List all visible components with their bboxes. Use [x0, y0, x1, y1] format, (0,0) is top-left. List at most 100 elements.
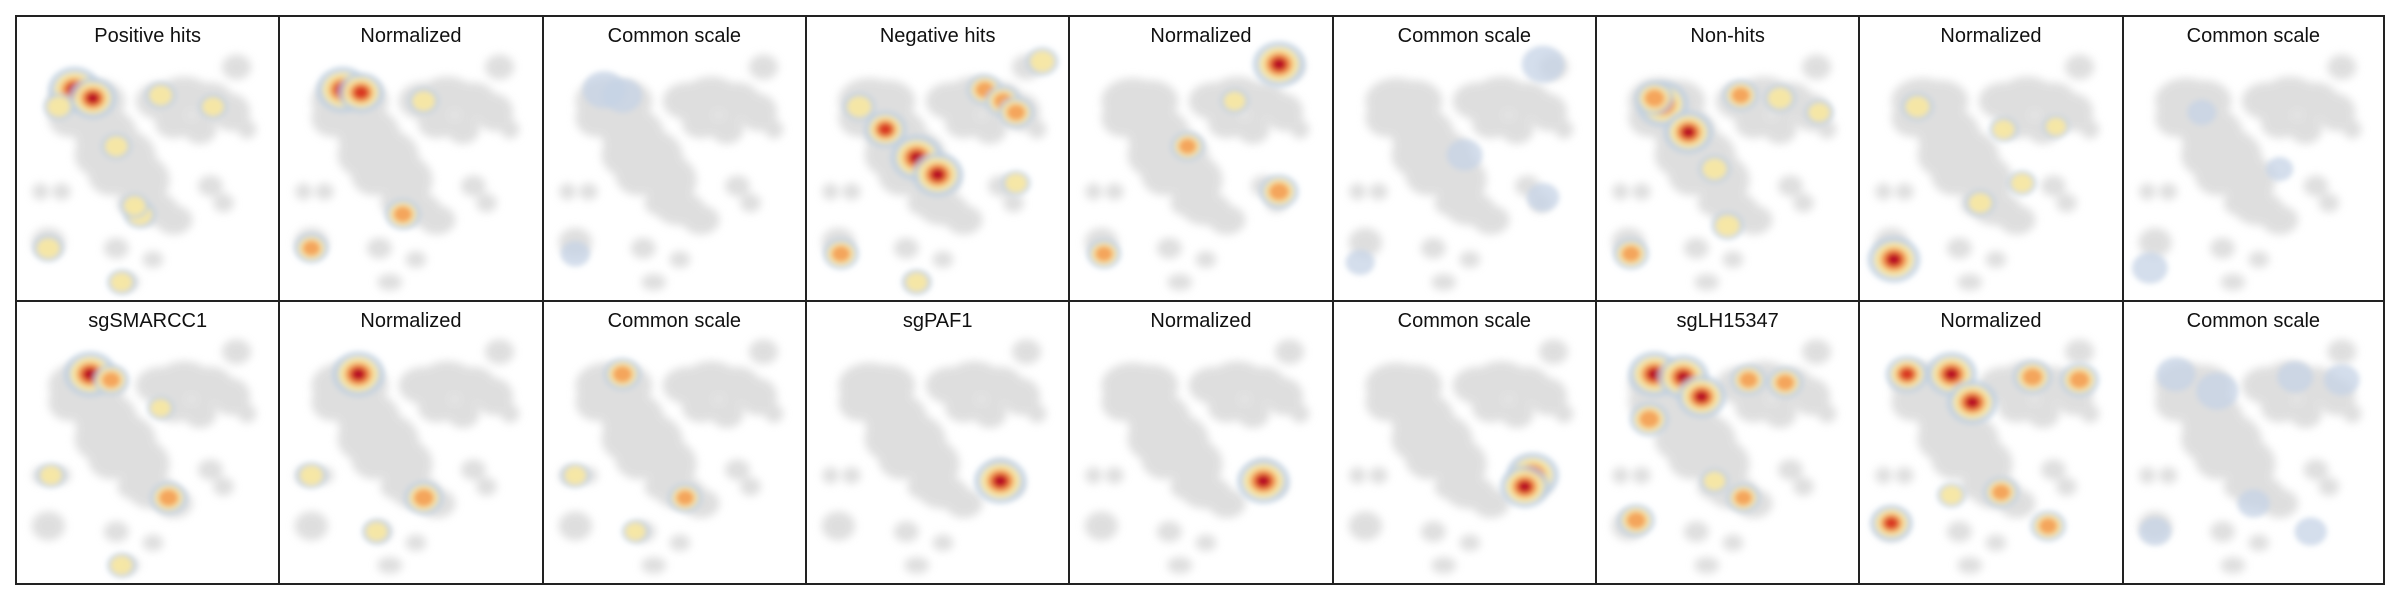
cell-cloud-blob	[183, 398, 217, 429]
cell-cloud-blob	[1734, 109, 1773, 139]
density-peak	[822, 238, 860, 270]
cell-cloud-blob	[337, 133, 380, 176]
panel-title: Common scale	[1397, 25, 1532, 47]
density-peak	[1699, 468, 1730, 494]
density-panel: Normalized	[278, 15, 544, 302]
cell-cloud-blob	[1895, 183, 1915, 201]
density-peak	[106, 552, 137, 579]
density-peak	[1237, 458, 1291, 504]
cell-cloud-blob	[1208, 109, 1246, 139]
density-peak	[998, 96, 1035, 129]
cell-cloud-blob	[1236, 114, 1270, 145]
cell-cloud-blob	[1998, 205, 2036, 235]
density-plot	[558, 339, 784, 574]
cell-cloud-blob	[558, 511, 592, 541]
density-peak	[1521, 45, 1565, 83]
cell-cloud-blob	[2080, 119, 2100, 139]
density-peak	[1901, 92, 1935, 121]
cell-cloud-blob	[1002, 377, 1041, 416]
density-panel: Common scale	[541, 300, 807, 585]
cell-cloud-blob	[2180, 418, 2223, 460]
cell-cloud-blob	[2080, 404, 2100, 423]
cell-cloud-blob	[1632, 183, 1651, 201]
cell-cloud-blob	[644, 474, 674, 500]
density-peak	[1025, 47, 1059, 76]
density-peak	[2237, 489, 2270, 518]
density-peak	[973, 458, 1027, 504]
density-peak	[1001, 170, 1031, 196]
panel-title: Common scale	[607, 310, 742, 332]
cell-cloud-blob	[1632, 467, 1651, 484]
cell-cloud-blob	[1290, 119, 1310, 139]
cell-cloud-blob	[1167, 556, 1193, 574]
density-peak	[1767, 367, 1804, 399]
cell-cloud-blob	[380, 474, 410, 500]
cell-cloud-blob	[418, 393, 456, 423]
cell-cloud-blob	[739, 93, 777, 132]
cell-cloud-blob	[103, 237, 129, 259]
density-peak	[560, 462, 590, 489]
cell-cloud-blob	[2041, 459, 2067, 481]
cell-cloud-blob	[1499, 398, 1534, 429]
density-peak	[106, 269, 137, 295]
cell-cloud-blob	[1554, 119, 1574, 139]
cell-cloud-blob	[2158, 467, 2178, 484]
cell-cloud-blob	[1722, 251, 1744, 268]
cell-cloud-blob	[1011, 339, 1042, 365]
panel-title: Normalized	[1150, 310, 1252, 332]
cell-cloud-blob	[2026, 398, 2060, 429]
cell-cloud-blob	[601, 418, 643, 460]
density-panel: sgPAF1	[805, 300, 1071, 585]
cell-cloud-blob	[1985, 251, 2007, 268]
cell-cloud-blob	[630, 237, 656, 259]
cell-cloud-blob	[1027, 119, 1047, 139]
density-peak	[1804, 99, 1834, 126]
density-peak	[1730, 364, 1767, 396]
density-peak	[2276, 361, 2313, 393]
cell-cloud-blob	[405, 534, 427, 552]
density-peak	[1526, 183, 1560, 212]
cell-cloud-blob	[1722, 534, 1744, 552]
cell-cloud-blob	[1265, 377, 1304, 416]
cell-cloud-blob	[842, 183, 861, 201]
cell-cloud-blob	[2342, 119, 2362, 139]
density-peak	[145, 81, 177, 109]
cell-cloud-blob	[558, 183, 576, 201]
cell-cloud-blob	[1960, 474, 1990, 500]
cell-cloud-blob	[739, 477, 761, 496]
cell-cloud-blob	[2220, 273, 2246, 291]
cell-cloud-blob	[1957, 556, 1983, 574]
cell-cloud-blob	[142, 251, 164, 268]
density-panel: Normalized	[1068, 300, 1334, 585]
cell-cloud-blob	[2220, 556, 2246, 574]
cell-cloud-blob	[1275, 339, 1305, 365]
cell-cloud-blob	[2318, 193, 2339, 213]
cell-cloud-blob	[601, 133, 643, 176]
cell-cloud-blob	[944, 393, 983, 423]
panel-title: Normalized	[1150, 25, 1252, 47]
density-plot	[1611, 339, 1837, 574]
cell-cloud-blob	[142, 534, 164, 552]
cell-cloud-blob	[74, 418, 117, 460]
cell-cloud-blob	[1917, 418, 1960, 460]
density-peak	[2265, 156, 2293, 182]
density-plot	[558, 54, 784, 291]
cell-cloud-blob	[640, 273, 666, 291]
density-peak	[1220, 88, 1250, 114]
cell-cloud-blob	[681, 393, 720, 423]
cell-cloud-blob	[1002, 193, 1024, 213]
cell-cloud-blob	[1085, 467, 1103, 484]
cell-cloud-blob	[973, 398, 1007, 429]
density-peak	[36, 462, 66, 489]
cell-cloud-blob	[822, 467, 839, 484]
cell-cloud-blob	[1167, 273, 1193, 291]
density-plot	[821, 339, 1047, 574]
cell-cloud-blob	[893, 237, 919, 259]
cell-cloud-blob	[1499, 114, 1534, 145]
density-plot	[821, 47, 1059, 295]
cell-cloud-blob	[2303, 459, 2329, 481]
density-peak	[1726, 482, 1761, 513]
density-peak	[1698, 154, 1731, 184]
cell-cloud-blob	[32, 183, 49, 201]
cell-cloud-blob	[461, 175, 487, 197]
